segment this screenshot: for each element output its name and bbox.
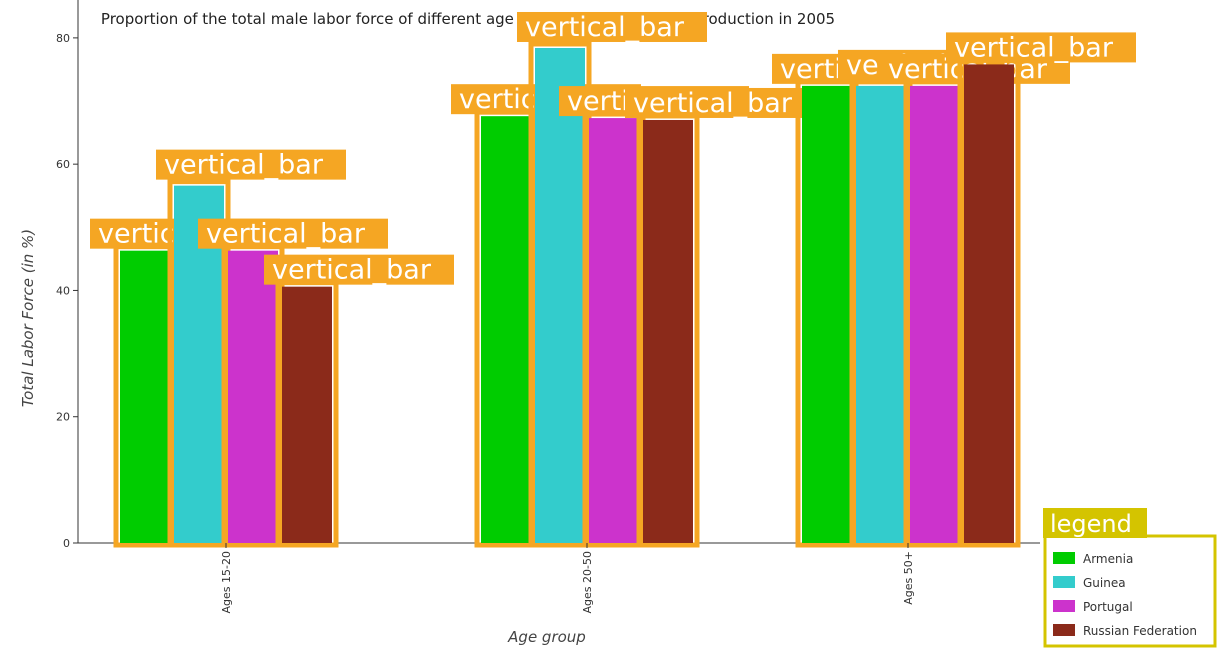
bar-annotation-box: [264, 254, 454, 285]
legend-swatch: [1053, 600, 1075, 612]
bar: [643, 119, 693, 543]
bar-annotation: vertical_bar: [272, 255, 432, 286]
y-tick-label: 0: [63, 537, 70, 550]
y-tick-label: 60: [56, 158, 70, 171]
bar-annotation-box: [156, 149, 346, 180]
chart-title: Proportion of the total male labor force…: [101, 10, 835, 28]
y-tick-label: 40: [56, 284, 70, 297]
bar-annotation: vertical_bar: [954, 32, 1114, 63]
legend-title-box: [1043, 508, 1147, 538]
bar: [228, 250, 278, 544]
bar: [282, 286, 332, 543]
bar-annotation-box: [198, 218, 388, 249]
y-tick-label: 20: [56, 411, 70, 424]
bar-annotation: vertical_bar: [633, 88, 793, 119]
bar: [120, 250, 170, 544]
x-tick-label: Ages 15-20: [220, 551, 233, 613]
legend-entry: Portugal: [1083, 600, 1133, 614]
bar: [856, 85, 906, 544]
bar: [964, 64, 1014, 543]
y-tick-label: 80: [56, 32, 70, 45]
legend: legend Armenia Guinea Portugal Russian Feder…: [1043, 508, 1217, 648]
legend-swatch: [1053, 624, 1075, 636]
x-tick-label: Ages 20-50: [581, 551, 594, 613]
bar: [535, 47, 585, 543]
bar: [481, 116, 531, 543]
bar: [589, 118, 639, 544]
legend-swatch: [1053, 576, 1075, 588]
legend-entry: Russian Federation: [1083, 624, 1197, 638]
legend-swatch: [1053, 552, 1075, 564]
bar-annotation-box: [517, 11, 707, 42]
bar-annotation-box: [946, 32, 1136, 63]
bar: [802, 85, 852, 544]
bar: [910, 85, 960, 544]
bar-annotation-box: [625, 87, 815, 118]
plot-area: 020406080vertical_barvertical_barvertica…: [56, 0, 1136, 613]
y-axis-label: Total Labor Force (in %): [19, 229, 37, 407]
x-tick-label: Ages 50+: [902, 551, 915, 605]
bar-annotation: vertical_bar: [164, 150, 324, 181]
x-axis-label: Age group: [507, 628, 586, 646]
legend-entry: Guinea: [1083, 576, 1126, 590]
bar-annotation: vertical_bar: [525, 12, 685, 43]
legend-entry: Armenia: [1083, 552, 1133, 566]
bar-annotation: vertical_bar: [206, 219, 366, 250]
legend-title: legend: [1050, 510, 1132, 538]
